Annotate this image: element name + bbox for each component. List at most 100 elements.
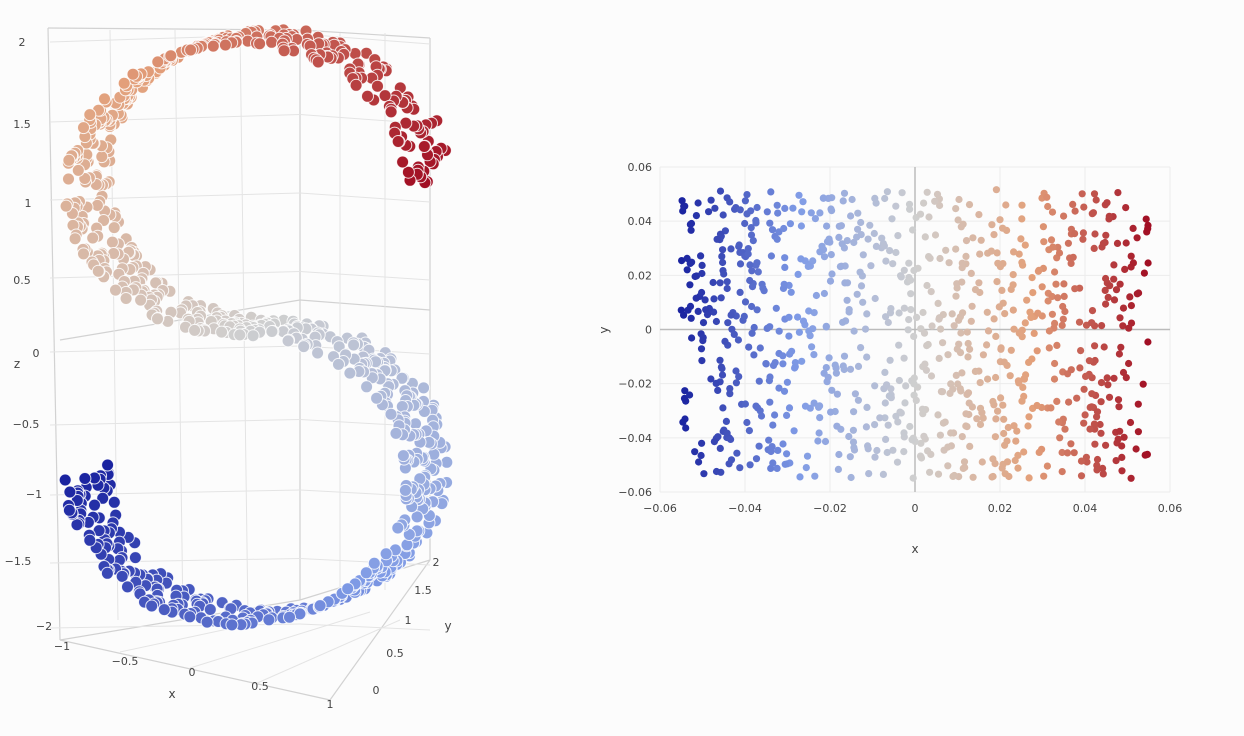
data-point — [988, 221, 996, 229]
data-point — [913, 313, 921, 321]
data-point — [992, 415, 1000, 423]
data-point — [745, 427, 754, 435]
data-point — [815, 429, 823, 437]
data-point — [1110, 374, 1118, 382]
data-point — [993, 249, 1001, 257]
data-point — [889, 260, 897, 268]
data-point — [822, 364, 830, 372]
data-point — [1060, 280, 1068, 288]
data-point — [83, 108, 97, 122]
data-point — [920, 432, 928, 440]
data-point — [794, 313, 802, 321]
data-point — [816, 248, 824, 256]
data-point — [735, 241, 743, 249]
y-tick-label: −0.04 — [618, 432, 652, 445]
x-tick-label: 0 — [189, 666, 196, 679]
data-point — [78, 472, 92, 485]
data-point — [949, 472, 957, 480]
data-point — [871, 294, 879, 303]
data-point — [905, 259, 913, 267]
x-tick-label: −0.06 — [643, 502, 677, 515]
data-point — [1018, 215, 1026, 223]
data-point — [1112, 286, 1121, 294]
data-point — [681, 387, 689, 395]
data-point — [716, 356, 724, 364]
data-point — [954, 216, 962, 224]
data-point — [964, 353, 972, 361]
data-point — [883, 188, 892, 196]
data-point — [968, 302, 976, 310]
y-tick-label: −0.06 — [618, 486, 652, 499]
data-point — [854, 362, 863, 370]
data-point — [947, 429, 955, 437]
data-point — [878, 234, 886, 242]
data-point — [686, 281, 694, 289]
data-point — [979, 414, 987, 422]
data-point — [958, 259, 966, 267]
data-point — [398, 483, 412, 497]
frame-line — [299, 299, 431, 311]
data-point — [723, 429, 731, 437]
data-point — [773, 201, 781, 209]
data-point — [1110, 296, 1119, 304]
data-point — [992, 332, 1000, 340]
data-point — [772, 304, 780, 312]
data-point — [927, 288, 935, 296]
data-point — [863, 310, 871, 318]
data-point — [119, 292, 133, 305]
data-point — [766, 219, 774, 227]
data-point — [773, 464, 781, 472]
data-point — [923, 188, 931, 196]
x-tick-label: 0.5 — [251, 680, 269, 693]
data-point — [1114, 396, 1123, 404]
y-tick-label: 2 — [433, 556, 440, 569]
data-point — [98, 92, 111, 106]
data-point — [1105, 215, 1113, 223]
data-point — [748, 302, 756, 311]
data-point — [1134, 400, 1142, 408]
data-point — [884, 318, 892, 327]
data-point — [919, 308, 927, 317]
data-point — [881, 414, 889, 422]
data-point — [698, 261, 706, 269]
data-point — [984, 327, 993, 335]
data-point — [783, 378, 792, 386]
data-point — [925, 213, 933, 221]
data-point — [820, 253, 829, 261]
data-point — [827, 408, 835, 416]
data-point — [678, 197, 686, 205]
data-point — [1080, 203, 1088, 211]
data-point — [1000, 358, 1008, 366]
data-point — [707, 375, 715, 383]
data-point — [910, 266, 918, 275]
data-point — [996, 263, 1005, 271]
data-point — [1103, 199, 1111, 207]
frame-line — [299, 29, 431, 39]
data-point — [389, 426, 403, 440]
data-point — [1028, 355, 1036, 363]
x-tick-label: 1 — [327, 698, 334, 711]
data-point — [682, 424, 690, 432]
data-point — [851, 390, 860, 398]
grid-line — [299, 558, 431, 566]
data-point — [767, 464, 775, 472]
data-point — [883, 448, 891, 457]
data-point — [698, 439, 706, 447]
y-tick-label: 1.5 — [414, 584, 432, 597]
tick-labels: −0.06 −0.04 −0.02 0 0.02 0.04 0.06 0.06 0.04 0.02… — [618, 161, 1182, 515]
data-point — [990, 231, 998, 239]
data-point — [741, 298, 750, 306]
data-point — [1073, 394, 1081, 402]
data-point — [897, 409, 905, 417]
data-point — [733, 449, 741, 457]
x-tick-label: −1 — [54, 640, 70, 653]
data-point — [835, 233, 843, 241]
y-tick-label: 0 — [645, 324, 652, 337]
data-point — [379, 547, 393, 561]
data-point — [722, 417, 731, 425]
data-point — [976, 379, 984, 387]
data-point — [921, 360, 929, 368]
scatter-points — [677, 186, 1152, 482]
data-point — [962, 422, 970, 430]
